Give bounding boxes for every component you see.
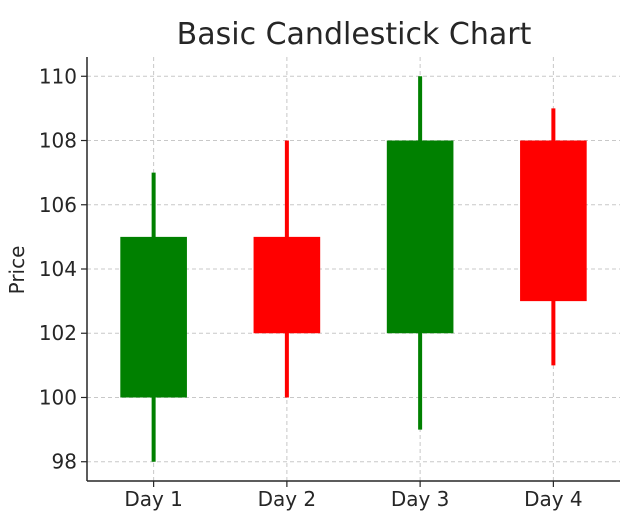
x-tick-label: Day 3 [391, 487, 450, 511]
y-tick-label: 106 [39, 193, 77, 217]
candle-body-down [520, 140, 587, 302]
x-tick-label: Day 1 [124, 487, 183, 511]
y-tick-label: 108 [39, 129, 77, 153]
y-axis-label: Price [5, 246, 29, 295]
y-tick-label: 100 [39, 385, 77, 409]
candles [120, 76, 587, 462]
candle-body-up [386, 140, 454, 334]
x-tick-label: Day 2 [258, 487, 317, 511]
y-tick-label: 110 [39, 64, 77, 88]
chart-title: Basic Candlestick Chart [177, 17, 532, 52]
y-tick-label: 98 [52, 450, 77, 474]
candle-body-up [120, 236, 187, 398]
x-tick-label: Day 4 [524, 487, 583, 511]
tick-labels: 98 100 102 104 106 108 110 Day 1 Day 2 Day 3 Day 4 [39, 64, 583, 511]
y-tick-label: 102 [39, 321, 77, 345]
candle-body-down [253, 236, 321, 334]
y-tick-label: 104 [39, 257, 77, 281]
axes [81, 57, 620, 487]
